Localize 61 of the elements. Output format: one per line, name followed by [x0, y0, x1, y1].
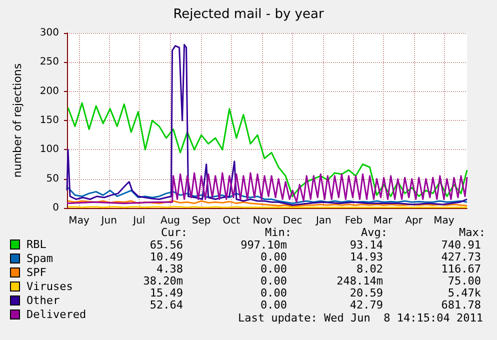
text: 14.93 [350, 250, 383, 264]
text: 997.10m [240, 238, 288, 252]
text: 0.00 [260, 298, 287, 312]
text: 740.91 [441, 238, 481, 252]
x-tick-label: Feb [344, 216, 363, 226]
x-tick-label: Jun [100, 216, 117, 226]
text: 20.59 [350, 286, 383, 300]
text: 0.00 [260, 274, 287, 288]
legend-label: Other [26, 294, 60, 307]
text: 5.47k [448, 286, 482, 300]
y-tick-label: 200 [40, 86, 59, 97]
text: 42.79 [350, 298, 383, 312]
x-tick-label: Dec [282, 216, 302, 226]
legend-label: Spam [26, 252, 54, 265]
text: 52.64 [150, 298, 184, 312]
x-tick-label: Mar [373, 216, 394, 226]
x-tick-label: Jan [314, 216, 332, 226]
line-series [67, 102, 468, 198]
text: 248.14m [336, 274, 384, 288]
x-tick-label: Nov [252, 216, 272, 226]
y-tick-label: 100 [40, 144, 59, 156]
text: 681.78 [441, 298, 481, 312]
text: 8.02 [356, 262, 383, 276]
text: 427.73 [441, 250, 481, 264]
x-tick-label: Oct [222, 216, 240, 226]
y-tick-label: 300 [40, 28, 59, 38]
legend-label: Delivered [26, 308, 86, 321]
y-tick-label: 150 [40, 115, 59, 126]
line-series [67, 186, 468, 204]
text: 0.00 [260, 286, 287, 300]
text: Avg: [361, 226, 388, 239]
legend-label: Viruses [26, 280, 73, 293]
text: Max: [459, 226, 486, 239]
y-tick-label: 0 [52, 202, 59, 214]
text: Last update: Wed Jun 8 14:15:04 2011 [238, 312, 483, 324]
text: 4.38 [156, 262, 183, 276]
text: 0.00 [260, 250, 287, 264]
x-tick-label: Sep [192, 216, 211, 226]
chart-title: Rejected mail - by year [173, 7, 324, 22]
x-tick-label: May [68, 216, 90, 226]
text: 38.20m [143, 274, 184, 288]
x-tick-label: Jul [132, 216, 146, 226]
text: Min: [265, 226, 292, 239]
text: 116.67 [441, 262, 481, 276]
y-axis-title: number of rejections [11, 63, 24, 178]
y-tick-label: 250 [40, 56, 59, 68]
legend-label: SPF [26, 266, 46, 279]
x-tick-label: Apr [405, 216, 424, 226]
y-tick-label: 50 [46, 173, 59, 184]
legend-label: RBL [26, 238, 47, 251]
x-tick-label: May [434, 216, 454, 226]
text: 75.00 [448, 274, 481, 288]
text: 15.49 [150, 286, 183, 300]
text: 93.14 [350, 238, 384, 252]
text: 65.56 [150, 238, 183, 252]
x-tick-label: Aug [160, 216, 180, 226]
line-series [66, 172, 468, 204]
text: 0.00 [260, 262, 287, 276]
text: Cur: [161, 226, 188, 239]
text: 10.49 [150, 250, 183, 264]
line-series [66, 44, 468, 206]
